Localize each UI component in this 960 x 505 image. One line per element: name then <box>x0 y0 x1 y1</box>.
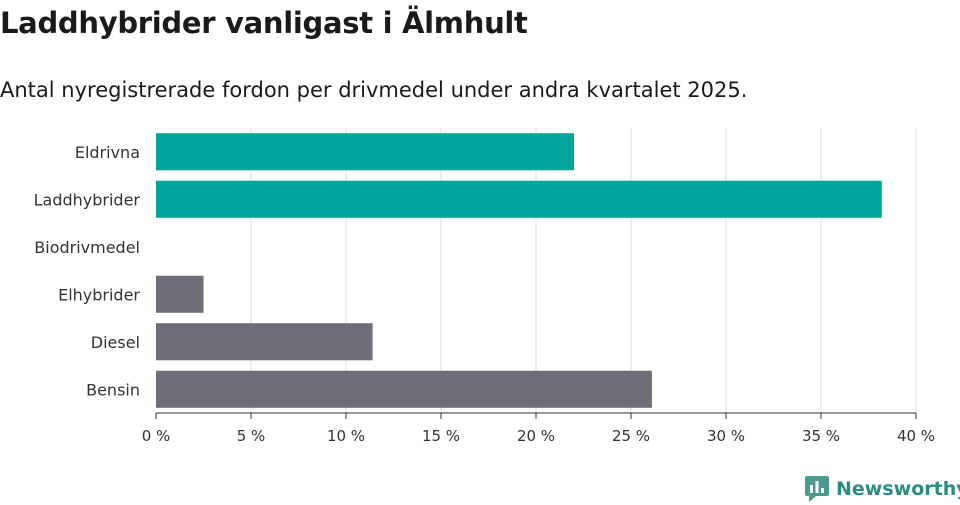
bar-bensin <box>156 370 652 408</box>
x-tick-label: 15 % <box>422 427 460 445</box>
category-label: Bensin <box>86 380 140 399</box>
x-tick-label: 35 % <box>802 427 840 445</box>
bar-eldrivna <box>156 133 574 171</box>
bar-diesel <box>156 323 373 361</box>
category-label: Laddhybrider <box>34 190 141 209</box>
x-tick-label: 20 % <box>517 427 555 445</box>
x-tick-label: 0 % <box>142 427 171 445</box>
bar-elhybrider <box>156 275 204 313</box>
newsworthy-logo-icon <box>805 476 829 502</box>
x-tick-label: 30 % <box>707 427 745 445</box>
category-labels: Eldrivna Laddhybrider Biodrivmedel Elhybrid… <box>34 143 141 400</box>
x-tick-label: 25 % <box>612 427 650 445</box>
x-tick-label: 10 % <box>327 427 365 445</box>
category-label: Biodrivmedel <box>34 238 140 257</box>
category-label: Eldrivna <box>75 143 140 162</box>
x-tick-label: 40 % <box>897 427 935 445</box>
category-label: Diesel <box>91 333 140 352</box>
category-label: Elhybrider <box>58 285 140 304</box>
bars <box>156 133 882 408</box>
bar-chart: Eldrivna Laddhybrider Biodrivmedel Elhybrid… <box>34 128 935 445</box>
chart-subtitle: Antal nyregistrerade fordon per drivmede… <box>0 78 748 102</box>
bar-laddhybrider <box>156 180 882 218</box>
x-tick-label: 5 % <box>237 427 266 445</box>
brand-name: Newsworthy <box>836 478 960 500</box>
gridlines <box>250 128 917 413</box>
chart-title: Laddhybrider vanligast i Älmhult <box>0 6 528 40</box>
brand-logo[interactable]: Newsworthy <box>804 474 960 504</box>
x-axis-ticks: 0 % 5 % 10 % 15 % 20 % 25 % 30 % 35 % 40 % <box>142 413 935 445</box>
